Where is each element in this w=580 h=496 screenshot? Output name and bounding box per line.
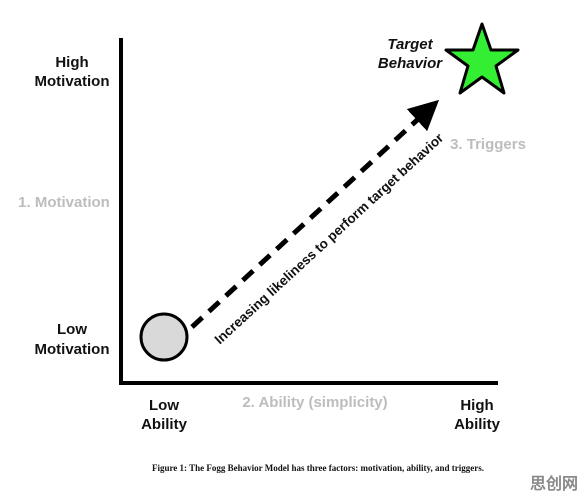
high-motivation-label: High Motivation	[35, 54, 110, 90]
high-ability-label: High Ability	[454, 397, 500, 433]
label-line: Ability	[141, 416, 187, 433]
ability-axis-name: 2. Ability (simplicity)	[242, 394, 387, 411]
label-line: Target	[387, 36, 433, 53]
low-motivation-label: Low Motivation	[35, 321, 110, 358]
start-circle	[139, 312, 189, 362]
label-line: Low	[57, 321, 87, 338]
caption: Figure 1: The Fogg Behavior Model has th…	[152, 463, 484, 473]
label-line: High	[460, 397, 493, 414]
label-line: Behavior	[378, 55, 443, 72]
label-line: Ability	[454, 416, 500, 433]
target-star	[444, 22, 520, 95]
triggers-label: 3. Triggers	[450, 136, 526, 153]
trigger-arrow	[190, 99, 440, 329]
label-line: High	[55, 54, 88, 71]
motivation-axis-name: 1. Motivation	[18, 194, 110, 211]
label-line: Low	[149, 397, 179, 414]
label-line: Motivation	[35, 73, 110, 90]
watermark: 思创网	[530, 474, 578, 493]
target-behavior-label: Target Behavior	[378, 36, 443, 72]
label-line: Motivation	[35, 341, 110, 358]
arrow-label: Increasing likeliness to perform target …	[212, 130, 447, 347]
low-ability-label: Low Ability	[141, 397, 187, 433]
